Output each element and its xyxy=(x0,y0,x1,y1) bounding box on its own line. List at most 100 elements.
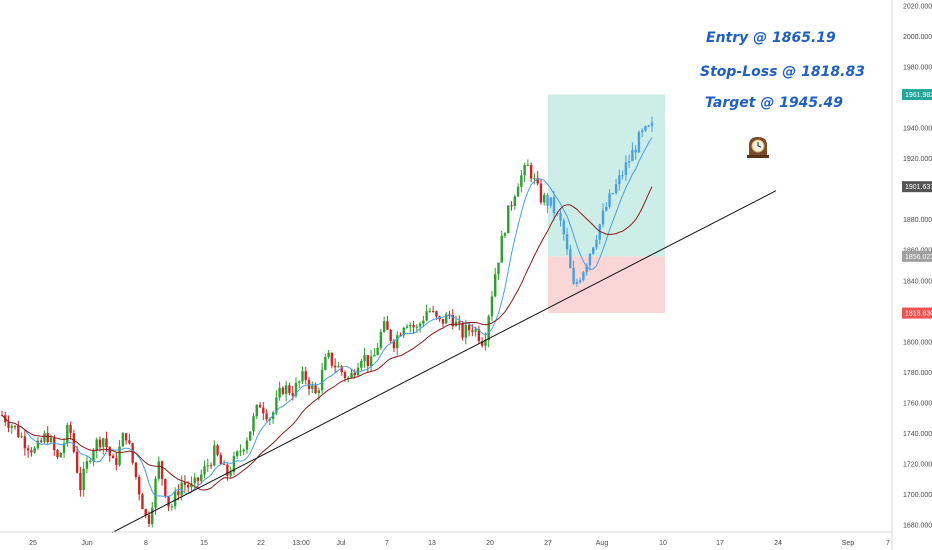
candle-body xyxy=(546,195,549,206)
candle-body xyxy=(523,165,526,176)
candle-body xyxy=(484,340,487,346)
candle-body xyxy=(529,164,533,179)
candle-body xyxy=(585,265,588,273)
entry-annotation: Entry @ 1865.19 xyxy=(706,30,836,46)
candle-body xyxy=(441,319,445,324)
slow-moving-average xyxy=(1,186,653,491)
candle-body xyxy=(317,390,321,394)
target-annotation: Target @ 1945.49 xyxy=(705,95,843,111)
candle-body xyxy=(415,326,419,328)
candle-body xyxy=(62,443,66,454)
x-tick-label: 15 xyxy=(200,540,208,547)
candle-body xyxy=(503,233,507,236)
candle-body xyxy=(239,451,242,453)
candle-body xyxy=(249,431,252,441)
candle-body xyxy=(582,272,585,281)
price-badge-label: 1818.830 xyxy=(905,311,932,318)
candle-body xyxy=(167,496,170,507)
candle-body xyxy=(252,416,255,432)
stop-loss-annotation: Stop-Loss @ 1818.83 xyxy=(700,64,865,80)
candle-body xyxy=(474,329,477,332)
x-tick-label: 7 xyxy=(886,540,890,547)
candle-body xyxy=(141,494,144,510)
candle-body xyxy=(75,451,79,473)
candle-body xyxy=(193,477,196,484)
candle-body xyxy=(111,455,115,459)
candle-body xyxy=(258,404,262,408)
candle-body xyxy=(200,474,203,482)
candle-body xyxy=(621,175,624,177)
stop-zone[interactable] xyxy=(548,256,665,314)
candle-body xyxy=(412,324,415,328)
candle-body xyxy=(17,425,20,437)
candle-body xyxy=(36,440,40,449)
candle-body xyxy=(186,484,190,488)
price-badge xyxy=(902,307,932,319)
candle-body xyxy=(369,356,373,366)
candle-body xyxy=(232,456,236,473)
candle-body xyxy=(409,324,412,327)
x-tick-label: 7 xyxy=(385,540,389,547)
candle-body xyxy=(618,175,621,185)
candle-body xyxy=(627,161,631,163)
x-tick-label: 17 xyxy=(716,540,724,547)
candle-body xyxy=(647,125,650,127)
candle-body xyxy=(637,132,641,153)
moving-averages-layer xyxy=(1,137,653,497)
candle-body xyxy=(121,433,125,447)
candle-body xyxy=(10,425,13,428)
x-tick-label: 27 xyxy=(544,540,552,547)
mantel-clock-icon xyxy=(747,137,769,158)
candle-body xyxy=(206,465,209,467)
candle-body xyxy=(320,369,324,391)
candle-body xyxy=(59,453,62,458)
candle-body xyxy=(634,149,637,153)
candle-body xyxy=(405,326,409,328)
trend-line[interactable] xyxy=(111,190,777,534)
price-badge-label: 1961.982 xyxy=(905,92,932,99)
y-tick-label: 1760.000 xyxy=(903,400,932,407)
candle-body xyxy=(30,450,33,453)
x-tick-label: 24 xyxy=(774,540,782,547)
target-zone[interactable] xyxy=(548,94,665,257)
candle-body xyxy=(451,315,454,327)
candle-body xyxy=(314,385,317,394)
candle-body xyxy=(177,491,180,496)
candle-body xyxy=(105,438,108,448)
candle-body xyxy=(209,465,213,467)
y-tick-label: 1800.000 xyxy=(903,339,932,346)
candle-body xyxy=(520,175,523,187)
candle-body xyxy=(431,311,435,313)
candle-body xyxy=(536,177,539,184)
candle-body xyxy=(366,355,370,366)
candle-body xyxy=(147,515,151,524)
candle-body xyxy=(363,355,366,361)
candle-body xyxy=(614,184,618,194)
candle-body xyxy=(543,195,546,203)
candle-body xyxy=(513,196,517,207)
x-tick-label: 8 xyxy=(144,540,148,547)
candle-body xyxy=(565,234,569,250)
candle-body xyxy=(343,372,347,379)
candle-body xyxy=(569,249,572,269)
candle-body xyxy=(435,311,438,317)
candle-body xyxy=(425,311,428,321)
y-tick-label: 2020.000 xyxy=(903,4,932,11)
x-tick-label: Sep xyxy=(842,540,855,547)
candle-body xyxy=(20,436,23,438)
candle-body xyxy=(454,321,458,327)
candle-body xyxy=(66,424,69,444)
x-tick-label: Aug xyxy=(596,540,609,547)
y-tick-label: 1940.000 xyxy=(903,126,932,133)
x-tick-label: 13 xyxy=(428,540,436,547)
candle-body xyxy=(360,360,363,368)
price-badge xyxy=(902,89,932,101)
candle-body xyxy=(389,329,392,341)
candle-body xyxy=(487,316,490,341)
price-badge-label: 1856.022 xyxy=(905,254,932,261)
candle-body xyxy=(128,440,131,444)
candle-body xyxy=(572,268,575,284)
candle-body xyxy=(559,213,562,221)
candle-body xyxy=(337,366,340,368)
